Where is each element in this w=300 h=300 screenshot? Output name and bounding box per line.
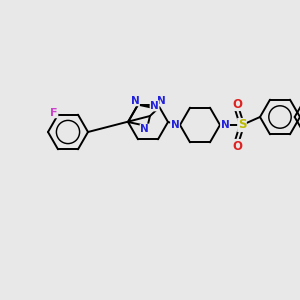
Text: N: N: [140, 124, 149, 134]
Text: N: N: [171, 120, 179, 130]
Text: F: F: [50, 108, 58, 118]
Text: O: O: [232, 98, 242, 110]
Text: N: N: [130, 96, 140, 106]
Text: N: N: [150, 101, 159, 111]
Text: N: N: [220, 120, 230, 130]
Text: N: N: [157, 96, 165, 106]
Text: S: S: [238, 118, 246, 131]
Text: O: O: [232, 140, 242, 152]
